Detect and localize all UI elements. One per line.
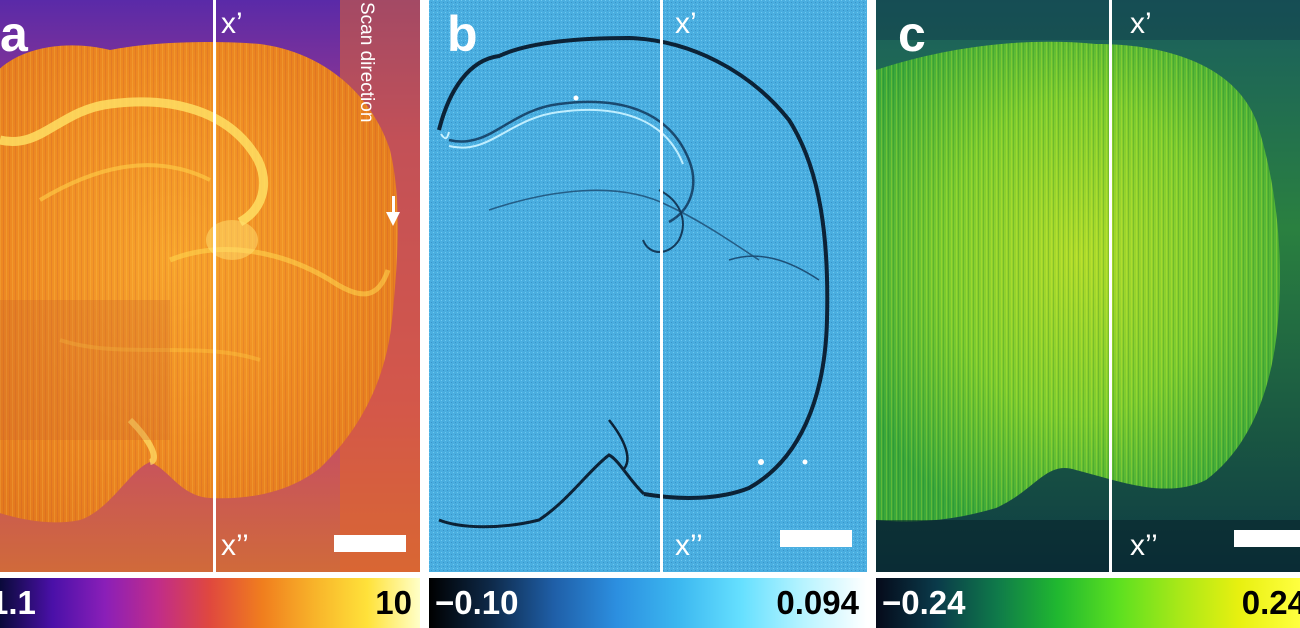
colorbar-a: 1.1 10 (0, 578, 420, 628)
scan-line-c (1109, 0, 1112, 572)
panel-c: c x’ x’’ (876, 0, 1300, 572)
scan-direction-arrow-shaft (392, 196, 395, 214)
x-prime-top-c: x’ (1130, 7, 1152, 40)
scale-bar-b (780, 530, 852, 547)
colorbar-c-min: −0.24 (882, 584, 966, 621)
colorbar-c: −0.24 0.24 (876, 578, 1300, 628)
panel-a-image (0, 0, 420, 572)
panel-label-b: b (447, 6, 478, 62)
x-prime-top-a: x’ (221, 7, 243, 40)
colorbar-a-min: 1.1 (0, 584, 36, 621)
panel-c-image (876, 0, 1300, 572)
panel-label-a: a (0, 6, 28, 62)
colorbar-b-min: −0.10 (435, 584, 519, 621)
x-double-prime-bottom-c: x’’ (1130, 529, 1158, 562)
x-double-prime-bottom-b: x’’ (675, 529, 703, 562)
colorbar-b-max: 0.094 (776, 584, 859, 621)
panel-a: a x’ x’’ Scan direction (0, 0, 420, 572)
colorbar-c-max: 0.24 (1241, 584, 1300, 621)
scan-line-a (213, 0, 216, 572)
panel-label-c: c (898, 6, 926, 62)
scan-direction-arrow-icon (386, 212, 400, 226)
scale-bar-c (1234, 530, 1300, 547)
panel-b: b x’ x’’ (429, 0, 867, 572)
panel-b-image (429, 0, 867, 572)
colorbar-b: −0.10 0.094 (429, 578, 867, 628)
colorbar-a-max: 10 (375, 584, 412, 621)
x-prime-top-b: x’ (675, 7, 697, 40)
scan-line-b (660, 0, 663, 572)
x-double-prime-bottom-a: x’’ (221, 529, 249, 562)
scan-direction-label: Scan direction (356, 2, 377, 123)
scale-bar-a (334, 535, 406, 552)
